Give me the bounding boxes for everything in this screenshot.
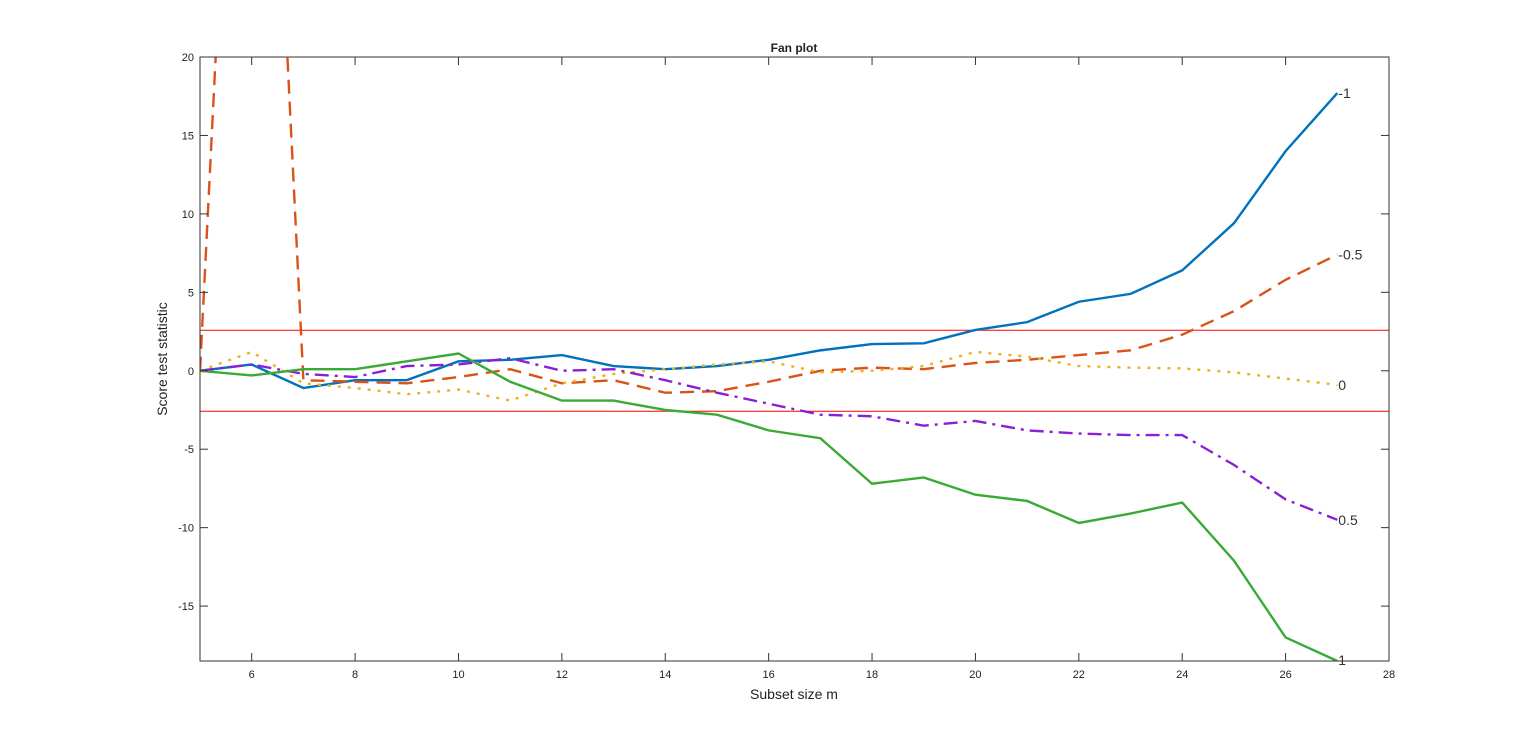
- series-line-3: [200, 356, 1338, 521]
- y-tick-label: -5: [184, 444, 194, 456]
- series-label: 0.5: [1338, 512, 1358, 528]
- x-tick-label: 24: [1176, 669, 1188, 681]
- series-line-1: [200, 57, 1338, 394]
- x-tick-label: 6: [249, 669, 255, 681]
- x-tick-label: 10: [452, 669, 464, 681]
- series-line-2: [200, 350, 1338, 402]
- y-tick-label: 5: [188, 287, 194, 299]
- x-tick-label: 20: [969, 669, 981, 681]
- x-tick-label: 22: [1073, 669, 1085, 681]
- x-tick-label: 14: [659, 669, 671, 681]
- series-label: -0.5: [1338, 247, 1362, 263]
- x-axis-label: Subset size m: [750, 686, 838, 702]
- y-tick-label: 0: [188, 366, 194, 378]
- y-tick-label: -10: [178, 523, 194, 535]
- chart-title: Fan plot: [771, 41, 818, 55]
- x-tick-label: 16: [763, 669, 775, 681]
- series-label: 1: [1338, 652, 1346, 668]
- series-line-0: [200, 92, 1339, 390]
- plot-frame: [199, 56, 1390, 662]
- y-tick-label: 10: [182, 209, 194, 221]
- series-label: 0: [1338, 377, 1346, 393]
- x-tick-label: 18: [866, 669, 878, 681]
- x-tick-label: 26: [1279, 669, 1291, 681]
- series-label: -1: [1338, 85, 1351, 101]
- x-tick-label: 8: [352, 669, 358, 681]
- series-line-4: [200, 352, 1338, 661]
- y-tick-label: 20: [182, 52, 194, 64]
- y-tick-label: 15: [182, 130, 194, 142]
- x-tick-label: 12: [556, 669, 568, 681]
- y-tick-label: -15: [178, 601, 194, 613]
- y-axis-label: Score test statistic: [154, 302, 170, 416]
- x-tick-label: 28: [1383, 669, 1395, 681]
